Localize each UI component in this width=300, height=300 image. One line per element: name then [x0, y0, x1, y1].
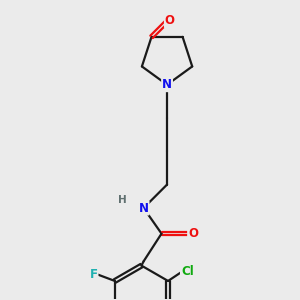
Text: Cl: Cl	[181, 265, 194, 278]
Text: O: O	[188, 227, 198, 240]
Text: O: O	[165, 14, 175, 27]
Text: N: N	[139, 202, 148, 214]
Text: F: F	[89, 268, 98, 281]
Text: N: N	[162, 78, 172, 91]
Text: H: H	[118, 195, 127, 205]
